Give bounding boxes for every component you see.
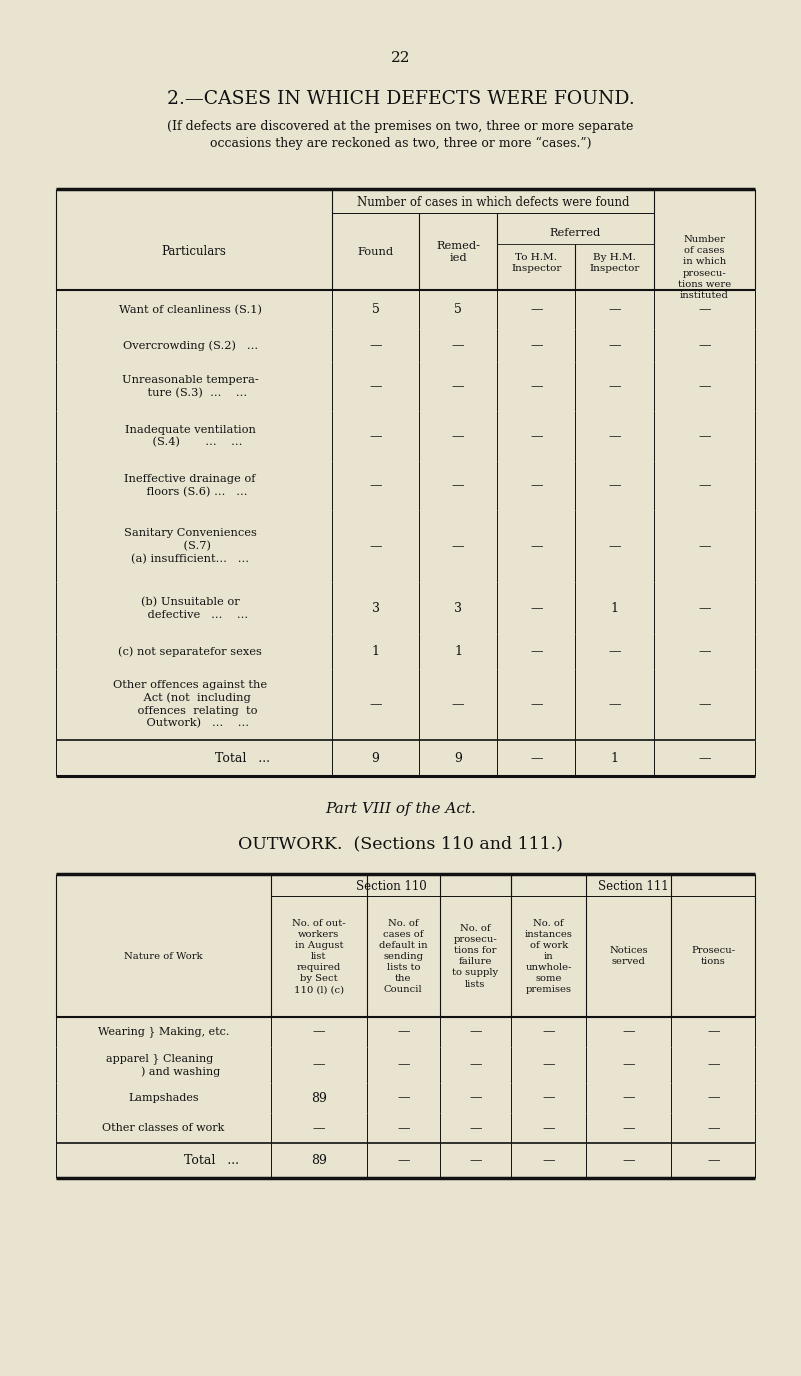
Text: 3: 3 (454, 601, 462, 615)
Text: —: — (530, 429, 542, 443)
Text: —: — (608, 645, 621, 658)
Text: 1: 1 (454, 645, 462, 658)
Text: —: — (622, 1154, 635, 1167)
Text: —: — (469, 1154, 481, 1167)
Text: 3: 3 (372, 601, 380, 615)
Text: —: — (542, 1025, 555, 1039)
Text: Other offences against the
    Act (not  including
    offences  relating  to
  : Other offences against the Act (not incl… (113, 680, 268, 729)
Text: Section 110: Section 110 (356, 879, 426, 893)
Text: —: — (698, 429, 710, 443)
Text: —: — (452, 429, 465, 443)
Text: 2.—CASES IN WHICH DEFECTS WERE FOUND.: 2.—CASES IN WHICH DEFECTS WERE FOUND. (167, 89, 634, 109)
Text: 9: 9 (372, 751, 380, 765)
Text: Inadequate ventilation
    (S.4)       ...    ...: Inadequate ventilation (S.4) ... ... (125, 425, 256, 447)
Text: Total   ...: Total ... (215, 751, 270, 765)
Text: Nature of Work: Nature of Work (124, 952, 203, 960)
Text: —: — (608, 539, 621, 553)
Text: By H.M.
Inspector: By H.M. Inspector (590, 253, 639, 272)
Text: Unreasonable tempera-
    ture (S.3)  ...    ...: Unreasonable tempera- ture (S.3) ... ... (122, 376, 259, 398)
Text: —: — (452, 479, 465, 493)
Text: —: — (608, 698, 621, 711)
Text: Remed-
ied: Remed- ied (437, 241, 480, 263)
Text: Other classes of work: Other classes of work (103, 1123, 224, 1134)
Text: 1: 1 (372, 645, 380, 658)
Text: —: — (369, 539, 382, 553)
Text: Number of cases in which defects were found: Number of cases in which defects were fo… (356, 195, 630, 209)
Text: Section 111: Section 111 (598, 879, 669, 893)
Text: (If defects are discovered at the premises on two, three or more separate: (If defects are discovered at the premis… (167, 120, 634, 133)
Text: —: — (698, 645, 710, 658)
Text: 5: 5 (372, 303, 380, 316)
Text: Lampshades: Lampshades (128, 1093, 199, 1104)
Text: —: — (469, 1121, 481, 1135)
Text: —: — (698, 751, 710, 765)
Text: —: — (530, 601, 542, 615)
Text: No. of
instances
of work
in
unwhole-
some
premises: No. of instances of work in unwhole- som… (525, 919, 573, 993)
Text: 89: 89 (311, 1154, 327, 1167)
Text: —: — (369, 479, 382, 493)
Text: —: — (312, 1058, 325, 1072)
Text: —: — (469, 1091, 481, 1105)
Text: —: — (369, 338, 382, 352)
Text: 1: 1 (610, 601, 618, 615)
Text: —: — (312, 1025, 325, 1039)
Text: —: — (397, 1025, 409, 1039)
Text: —: — (530, 539, 542, 553)
Text: —: — (622, 1121, 635, 1135)
Text: —: — (469, 1025, 481, 1039)
Text: —: — (530, 380, 542, 394)
Text: —: — (698, 698, 710, 711)
Text: (b) Unsuitable or
    defective   ...    ...: (b) Unsuitable or defective ... ... (133, 597, 248, 619)
Text: —: — (622, 1091, 635, 1105)
Text: —: — (707, 1025, 719, 1039)
Text: (c) not separatefor sexes: (c) not separatefor sexes (119, 647, 262, 656)
Text: —: — (608, 479, 621, 493)
Text: apparel } Cleaning
          ) and washing: apparel } Cleaning ) and washing (107, 1053, 220, 1077)
Text: —: — (542, 1058, 555, 1072)
Text: No. of
prosecu-
tions for
failure
to supply
lists: No. of prosecu- tions for failure to sup… (453, 925, 498, 988)
Text: Sanitary Conveniences
    (S.7)
(a) insufficient...   ...: Sanitary Conveniences (S.7) (a) insuffic… (124, 528, 256, 564)
Text: —: — (530, 645, 542, 658)
Text: Ineffective drainage of
    floors (S.6) ...   ...: Ineffective drainage of floors (S.6) ...… (124, 475, 256, 497)
Text: Number
of cases
in which
prosecu-
tions were
instituted: Number of cases in which prosecu- tions … (678, 235, 731, 300)
Text: 89: 89 (311, 1091, 327, 1105)
Text: —: — (530, 698, 542, 711)
Text: OUTWORK.  (Sections 110 and 111.): OUTWORK. (Sections 110 and 111.) (238, 835, 563, 852)
Text: —: — (608, 303, 621, 316)
Text: —: — (452, 380, 465, 394)
Text: —: — (530, 479, 542, 493)
Text: Particulars: Particulars (162, 245, 227, 259)
Text: occasions they are reckoned as two, three or more “cases.”): occasions they are reckoned as two, thre… (210, 136, 591, 150)
Text: Prosecu-
tions: Prosecu- tions (691, 947, 735, 966)
Text: —: — (469, 1058, 481, 1072)
Text: —: — (608, 338, 621, 352)
Text: —: — (452, 698, 465, 711)
Text: Want of cleanliness (S.1): Want of cleanliness (S.1) (119, 304, 262, 315)
Text: —: — (707, 1154, 719, 1167)
Text: —: — (530, 303, 542, 316)
Text: —: — (397, 1121, 409, 1135)
Text: —: — (530, 338, 542, 352)
Text: —: — (698, 479, 710, 493)
Text: 1: 1 (610, 751, 618, 765)
Text: —: — (707, 1058, 719, 1072)
Text: —: — (622, 1058, 635, 1072)
Text: —: — (542, 1121, 555, 1135)
Text: 9: 9 (454, 751, 462, 765)
Text: —: — (608, 380, 621, 394)
Text: —: — (530, 751, 542, 765)
Text: —: — (369, 429, 382, 443)
Text: Part VIII of the Act.: Part VIII of the Act. (325, 802, 476, 816)
Text: —: — (452, 338, 465, 352)
Text: —: — (312, 1121, 325, 1135)
Text: —: — (698, 380, 710, 394)
Text: —: — (397, 1058, 409, 1072)
Text: —: — (608, 429, 621, 443)
Text: 5: 5 (454, 303, 462, 316)
Text: —: — (698, 338, 710, 352)
Text: No. of
cases of
default in
sending
lists to
the
Council: No. of cases of default in sending lists… (379, 919, 428, 993)
Text: Notices
served: Notices served (610, 947, 648, 966)
Text: —: — (452, 539, 465, 553)
Text: Total   ...: Total ... (184, 1154, 239, 1167)
Text: —: — (542, 1091, 555, 1105)
